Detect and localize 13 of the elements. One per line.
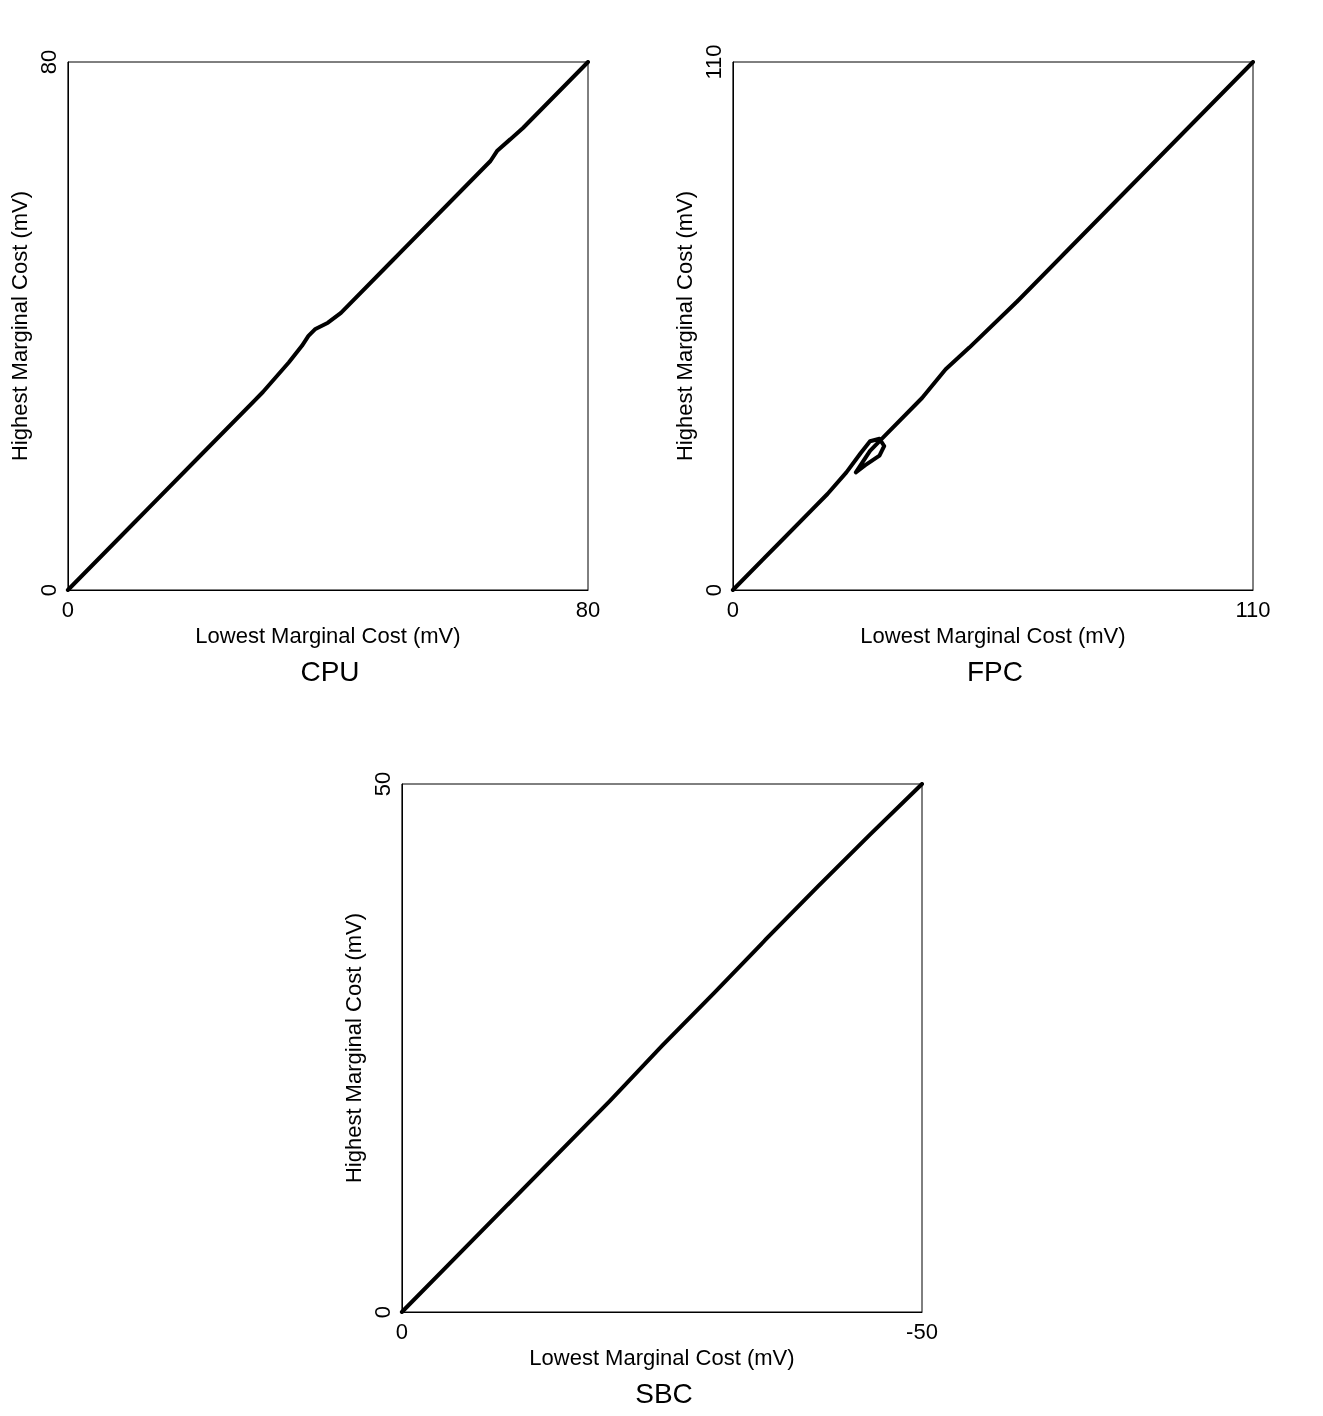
y-axis-title: Highest Marginal Cost (mV) <box>671 190 697 462</box>
y-tick-label: 50 <box>370 771 396 797</box>
x-axis-title: Lowest Marginal Cost (mV) <box>860 623 1126 649</box>
x-tick-label: 110 <box>1235 596 1271 622</box>
text: FPC <box>967 655 1023 687</box>
text: SBC <box>635 1377 693 1409</box>
x-tick-label: 80 <box>575 596 601 622</box>
x-axis-title: Lowest Marginal Cost (mV) <box>529 1345 795 1371</box>
y-axis-title: Highest Marginal Cost (mV) <box>6 190 32 462</box>
x-tick-label: -50 <box>906 1318 938 1344</box>
text: CPU <box>300 655 360 687</box>
y-axis-title: Highest Marginal Cost (mV) <box>340 912 366 1184</box>
x-axis-title: Lowest Marginal Cost (mV) <box>195 623 461 649</box>
